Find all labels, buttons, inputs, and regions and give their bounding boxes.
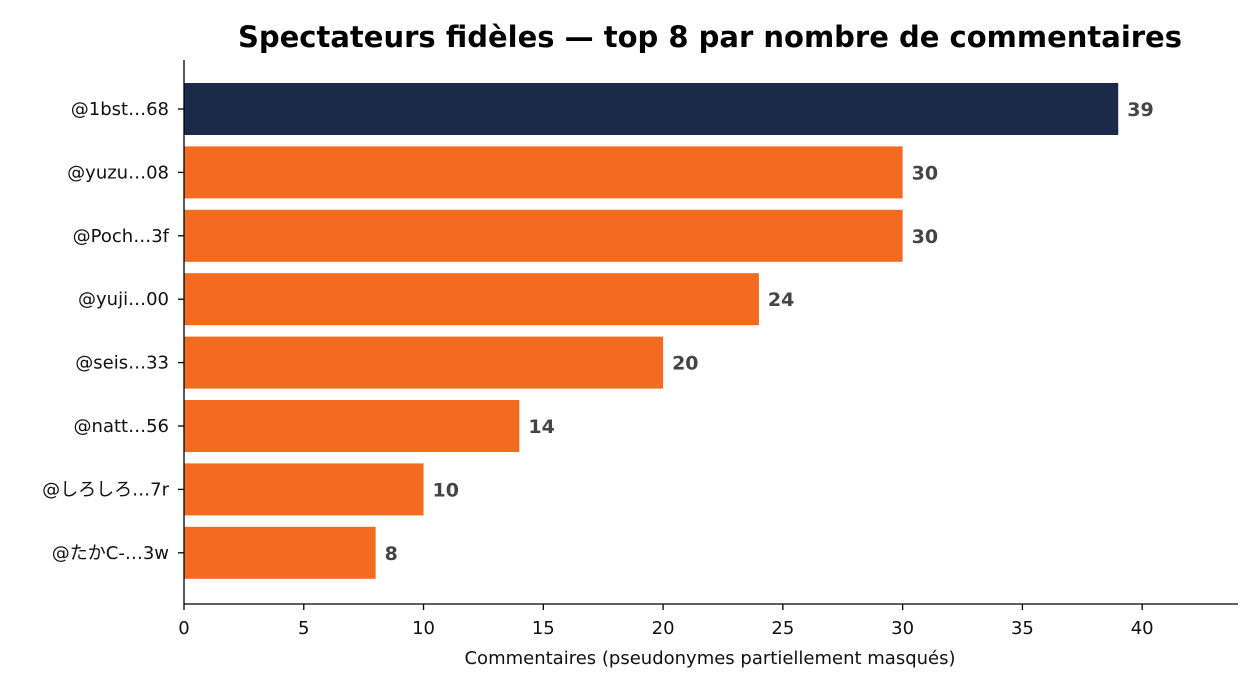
category-label-6: @natt…56: [74, 416, 169, 437]
category-label-7: @しろしろ…7r: [42, 479, 169, 500]
bar-8: [184, 526, 376, 579]
bar-1: [184, 83, 1119, 135]
value-label-5: 20: [672, 353, 698, 375]
category-labels-group: @1bst…68 @yuzu…08 @Poch…3f @yuji…00 @seis…33…: [42, 99, 184, 564]
x-tick-label-20: 20: [652, 618, 675, 639]
category-label-4: @yuji…00: [78, 289, 169, 310]
x-tick-label-5: 5: [298, 618, 309, 639]
value-labels-group: 39 30 30 24 20 14 10 8: [385, 99, 1154, 565]
x-axis-title: Commentaires (pseudonymes partiellement …: [464, 648, 955, 669]
x-tick-label-0: 0: [178, 618, 189, 639]
category-label-5: @seis…33: [75, 353, 169, 374]
x-tick-label-35: 35: [1011, 618, 1034, 639]
bar-2: [184, 146, 903, 199]
value-label-2: 30: [912, 162, 938, 184]
x-tick-label-10: 10: [412, 618, 435, 639]
value-label-6: 14: [528, 416, 554, 438]
value-label-3: 30: [912, 226, 938, 248]
x-tick-label-40: 40: [1131, 618, 1154, 639]
x-tick-label-30: 30: [891, 618, 914, 639]
category-label-2: @yuzu…08: [67, 162, 169, 183]
value-label-8: 8: [385, 543, 398, 565]
category-label-1: @1bst…68: [71, 99, 169, 120]
bar-3: [184, 209, 903, 262]
bar-4: [184, 273, 759, 326]
x-ticks-group: 0 5 10 15 20 25 30 35 40: [178, 604, 1154, 639]
bar-6: [184, 400, 520, 452]
bar-7: [184, 463, 424, 516]
x-tick-label-25: 25: [771, 618, 794, 639]
category-label-3: @Poch…3f: [73, 226, 170, 247]
chart-title: Spectateurs fidèles — top 8 par nombre d…: [238, 20, 1182, 54]
bar-5: [184, 336, 664, 389]
bars-group: [184, 83, 1119, 579]
value-label-1: 39: [1127, 99, 1153, 121]
value-label-7: 10: [433, 479, 459, 501]
x-tick-label-15: 15: [532, 618, 555, 639]
category-label-8: @たかC-…3w: [52, 543, 169, 564]
value-label-4: 24: [768, 289, 794, 311]
